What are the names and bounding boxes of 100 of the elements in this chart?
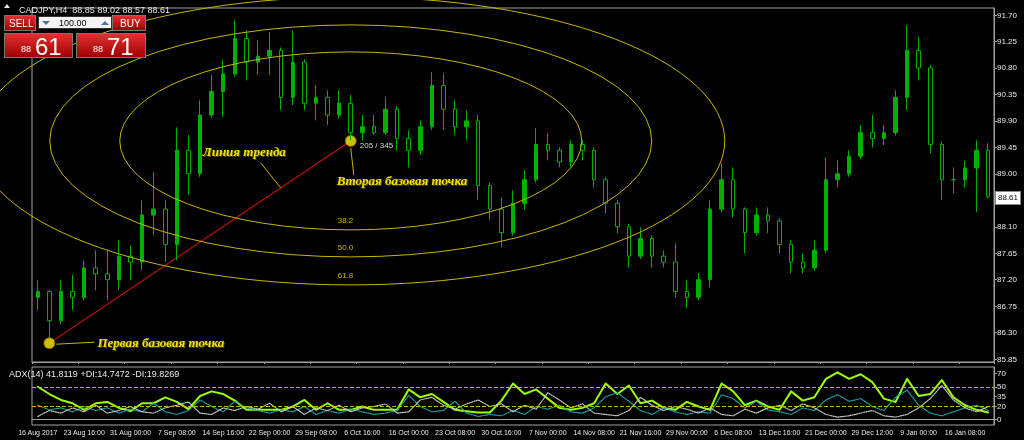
candlestick	[221, 59, 225, 118]
y-tick-label: 70	[997, 369, 1007, 379]
candlestick	[198, 99, 202, 178]
buy-price-panel: 88 71	[76, 33, 146, 58]
candlestick	[824, 156, 828, 254]
y-tick-label: 87.20	[997, 275, 1018, 285]
annotation: Вторая базовая точка	[336, 172, 468, 188]
candlestick	[615, 199, 620, 234]
y-tick-label: 85.85	[997, 354, 1018, 364]
annotation: 205 / 345	[359, 140, 394, 150]
y-tick-label: 91.70	[997, 10, 1018, 20]
candlestick	[441, 72, 446, 131]
annotation: Первая базовая точка	[97, 335, 225, 351]
candlestick	[291, 29, 295, 106]
sell-button: SELL	[4, 15, 36, 31]
candlestick	[638, 226, 643, 260]
candlestick	[870, 114, 875, 148]
candlestick	[70, 274, 75, 311]
candlestick	[534, 127, 538, 184]
candlestick	[47, 289, 52, 338]
candlestick	[256, 39, 260, 76]
annotation: 100.00	[59, 18, 87, 28]
buy-button: BUY	[112, 15, 146, 31]
candlestick	[777, 217, 782, 254]
candlestick	[801, 252, 805, 274]
candlestick	[731, 166, 735, 218]
candlestick	[963, 159, 967, 188]
candlestick	[325, 89, 330, 126]
candlestick	[337, 89, 341, 119]
annotation: 61.8	[337, 270, 354, 280]
candlestick	[314, 84, 318, 121]
candlestick	[719, 162, 724, 213]
y-tick-label: 35	[997, 392, 1007, 402]
chart-title: ADX(14) 41.8119 +DI:14.7472 -DI:19.8269	[9, 368, 180, 379]
y-tick-label: 0	[997, 415, 1002, 425]
candlestick	[105, 249, 110, 301]
candlestick	[186, 134, 191, 196]
sell-price-panel: 88 61	[4, 33, 73, 58]
candlestick	[650, 235, 654, 268]
candlestick	[569, 139, 573, 168]
annotation: 71	[107, 33, 134, 60]
candlestick	[360, 114, 365, 141]
candlestick	[117, 239, 121, 291]
candlestick	[974, 139, 979, 213]
annotation: 50.0	[337, 242, 354, 252]
candlestick	[209, 74, 214, 119]
candlestick	[812, 239, 817, 272]
annotation: 88.61	[995, 190, 1022, 205]
candlestick	[546, 132, 550, 161]
candlestick	[882, 124, 886, 146]
annotation: 38.2	[337, 215, 354, 225]
candlestick	[140, 199, 144, 271]
candlestick	[835, 159, 840, 188]
annotation: SELL	[9, 18, 34, 29]
candlestick	[233, 19, 237, 78]
candlestick	[453, 99, 457, 136]
candlestick	[743, 206, 747, 254]
candlestick	[847, 149, 851, 178]
candlestick	[383, 96, 388, 136]
y-tick-label: 86.30	[997, 328, 1018, 338]
y-tick-label: 89.45	[997, 142, 1018, 152]
candlestick	[905, 24, 909, 111]
candlestick	[557, 146, 562, 168]
candlestick	[592, 146, 596, 188]
candlestick	[511, 189, 515, 237]
candlestick	[603, 176, 608, 214]
candlestick	[627, 223, 631, 268]
candlestick	[82, 259, 86, 301]
candlestick	[244, 29, 249, 81]
candlestick	[661, 249, 666, 268]
y-tick-label: 91.25	[997, 37, 1018, 47]
candlestick	[267, 31, 272, 76]
candlestick	[951, 166, 956, 194]
candlestick	[754, 206, 759, 237]
candlestick	[940, 140, 944, 201]
candlestick	[488, 182, 492, 221]
candlestick	[302, 58, 307, 111]
y-tick-label: 89.00	[997, 169, 1018, 179]
candlestick	[916, 36, 921, 81]
candlestick	[279, 46, 283, 111]
annotation: Линия тренда	[202, 143, 286, 159]
candlestick	[673, 242, 678, 298]
candlestick	[789, 239, 793, 274]
quantity-field: 100.00	[38, 16, 112, 29]
candlestick	[696, 272, 701, 301]
candlestick	[175, 126, 179, 261]
candlestick	[766, 206, 770, 234]
candlestick	[522, 169, 527, 211]
y-tick-label: 86.75	[997, 301, 1018, 311]
candlestick	[858, 124, 863, 160]
candlestick	[685, 279, 689, 309]
y-tick-label: 89.90	[997, 116, 1018, 126]
candlestick	[151, 171, 156, 236]
y-tick-label: 50	[997, 382, 1007, 392]
candlestick	[395, 105, 399, 151]
candlestick	[928, 64, 933, 154]
candlestick	[93, 249, 98, 291]
candlestick	[128, 245, 133, 281]
candlestick	[59, 279, 63, 325]
candlestick	[476, 114, 480, 201]
